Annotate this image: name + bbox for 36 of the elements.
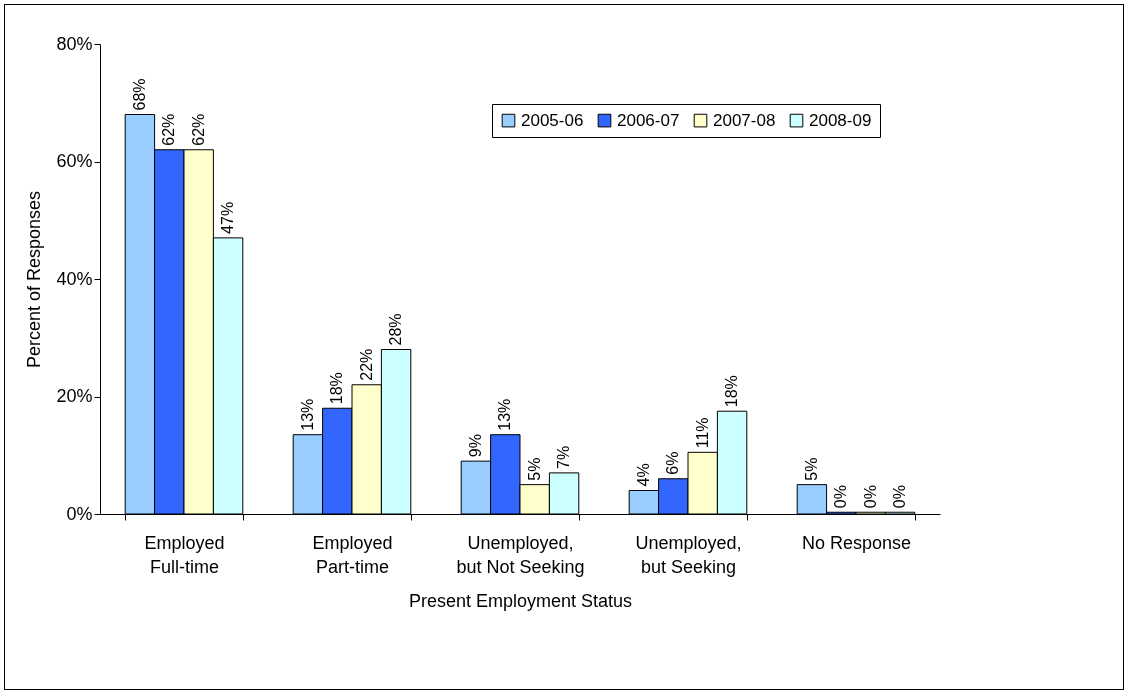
data-label: 47% [219, 201, 237, 234]
data-label: 5% [525, 457, 543, 481]
data-label: 18% [723, 375, 741, 408]
x-tick-label: Unemployed, but Seeking [635, 532, 742, 577]
y-axis-title: Percent of Responses [24, 190, 45, 369]
x-axis-title: Present Employment Status [408, 590, 633, 611]
data-label: 6% [664, 451, 682, 475]
data-label: 0% [861, 485, 879, 509]
data-label: 62% [189, 113, 207, 146]
legend-label: 2005-06 [521, 110, 584, 130]
y-tick-label: 80% [56, 33, 93, 54]
x-tick-label: No Response [801, 532, 912, 553]
x-tick-label: Unemployed, but Not Seeking [456, 532, 585, 577]
data-label: 9% [466, 434, 484, 458]
y-tick-label: 20% [56, 386, 93, 406]
data-label: 68% [130, 78, 148, 111]
data-label: 28% [387, 313, 405, 346]
data-label: 5% [802, 457, 820, 481]
data-label: 7% [555, 445, 573, 469]
data-label: 18% [328, 372, 346, 405]
data-label: 13% [298, 398, 316, 431]
y-tick-label: 40% [56, 268, 93, 289]
data-label: 0% [891, 485, 909, 509]
data-label: 0% [832, 485, 850, 509]
x-tick-label: Employed Part-time [312, 532, 393, 577]
y-tick-label: 0% [66, 503, 93, 524]
legend-label: 2008-09 [809, 110, 872, 130]
legend-label: 2006-07 [617, 110, 680, 130]
data-label: 4% [634, 463, 652, 487]
y-tick-label: 60% [56, 151, 93, 171]
data-label: 62% [160, 113, 178, 146]
data-label: 13% [496, 398, 514, 431]
data-label: 22% [357, 348, 375, 381]
data-label: 11% [693, 417, 711, 449]
x-tick-label: Employed Full-time [144, 532, 225, 577]
legend-label: 2007-08 [713, 110, 776, 130]
